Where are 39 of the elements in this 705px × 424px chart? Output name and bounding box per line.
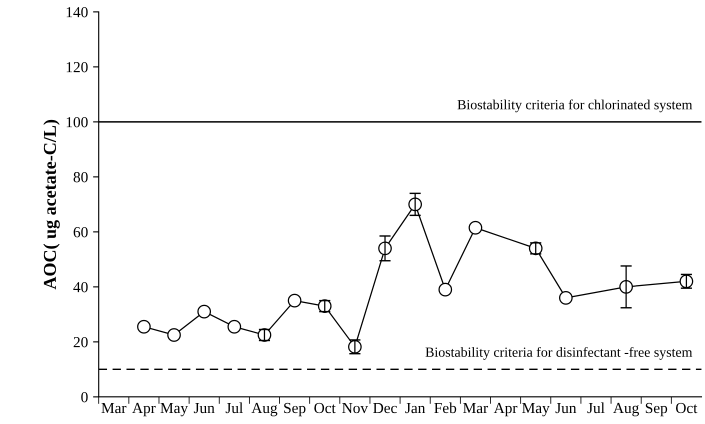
x-tick-label: Oct: [676, 402, 698, 414]
y-tick-label: 120: [66, 62, 88, 72]
x-tick-label: Apr: [494, 402, 518, 416]
y-tick-label: 100: [66, 117, 88, 128]
point: [137, 320, 151, 334]
point: [227, 320, 242, 334]
x-tick-label: Mar: [463, 403, 488, 414]
x-tick-label: Mar: [101, 403, 126, 414]
y-tick-label: 80: [74, 172, 88, 182]
x-tick-label: May: [160, 402, 188, 416]
point: [288, 294, 302, 308]
x-tick-label: Jul: [587, 402, 605, 414]
y-axis-title: AOC( ug acetate-C/L): [43, 120, 60, 290]
x-tick-label: Jul: [226, 402, 243, 414]
ref-line-label: Biostability criteria for chlorinated system: [458, 99, 692, 112]
y-tick-label: 40: [73, 282, 88, 292]
x-tick-label: Jan: [405, 403, 426, 414]
y-tick-label: 140: [66, 7, 88, 18]
point: [197, 304, 212, 318]
x-tick-label: Oct: [314, 402, 336, 414]
x-tick-label: Aug: [251, 402, 278, 416]
x-tick-label: Dec: [373, 403, 397, 414]
ref-line-label: Biostability criteria for disinfectant -free system: [426, 346, 692, 360]
x-tick-label: Nov: [342, 403, 368, 414]
x-tick-label: Sep: [646, 402, 668, 416]
point: [438, 282, 452, 296]
y-tick-label: 60: [74, 227, 88, 238]
point: [167, 328, 181, 342]
y-tick-label: 20: [74, 337, 88, 348]
x-tick-label: Jun: [556, 403, 576, 414]
x-tick-label: Aug: [613, 402, 639, 416]
point: [559, 291, 573, 305]
x-tick-label: Jun: [194, 403, 215, 414]
x-tick-label: Feb: [434, 402, 456, 414]
x-tick-label: Sep: [284, 402, 306, 416]
point: [468, 220, 482, 235]
y-tick-label: 0: [81, 392, 88, 402]
x-tick-label: May: [522, 402, 550, 416]
x-tick-label: Apr: [132, 402, 156, 416]
